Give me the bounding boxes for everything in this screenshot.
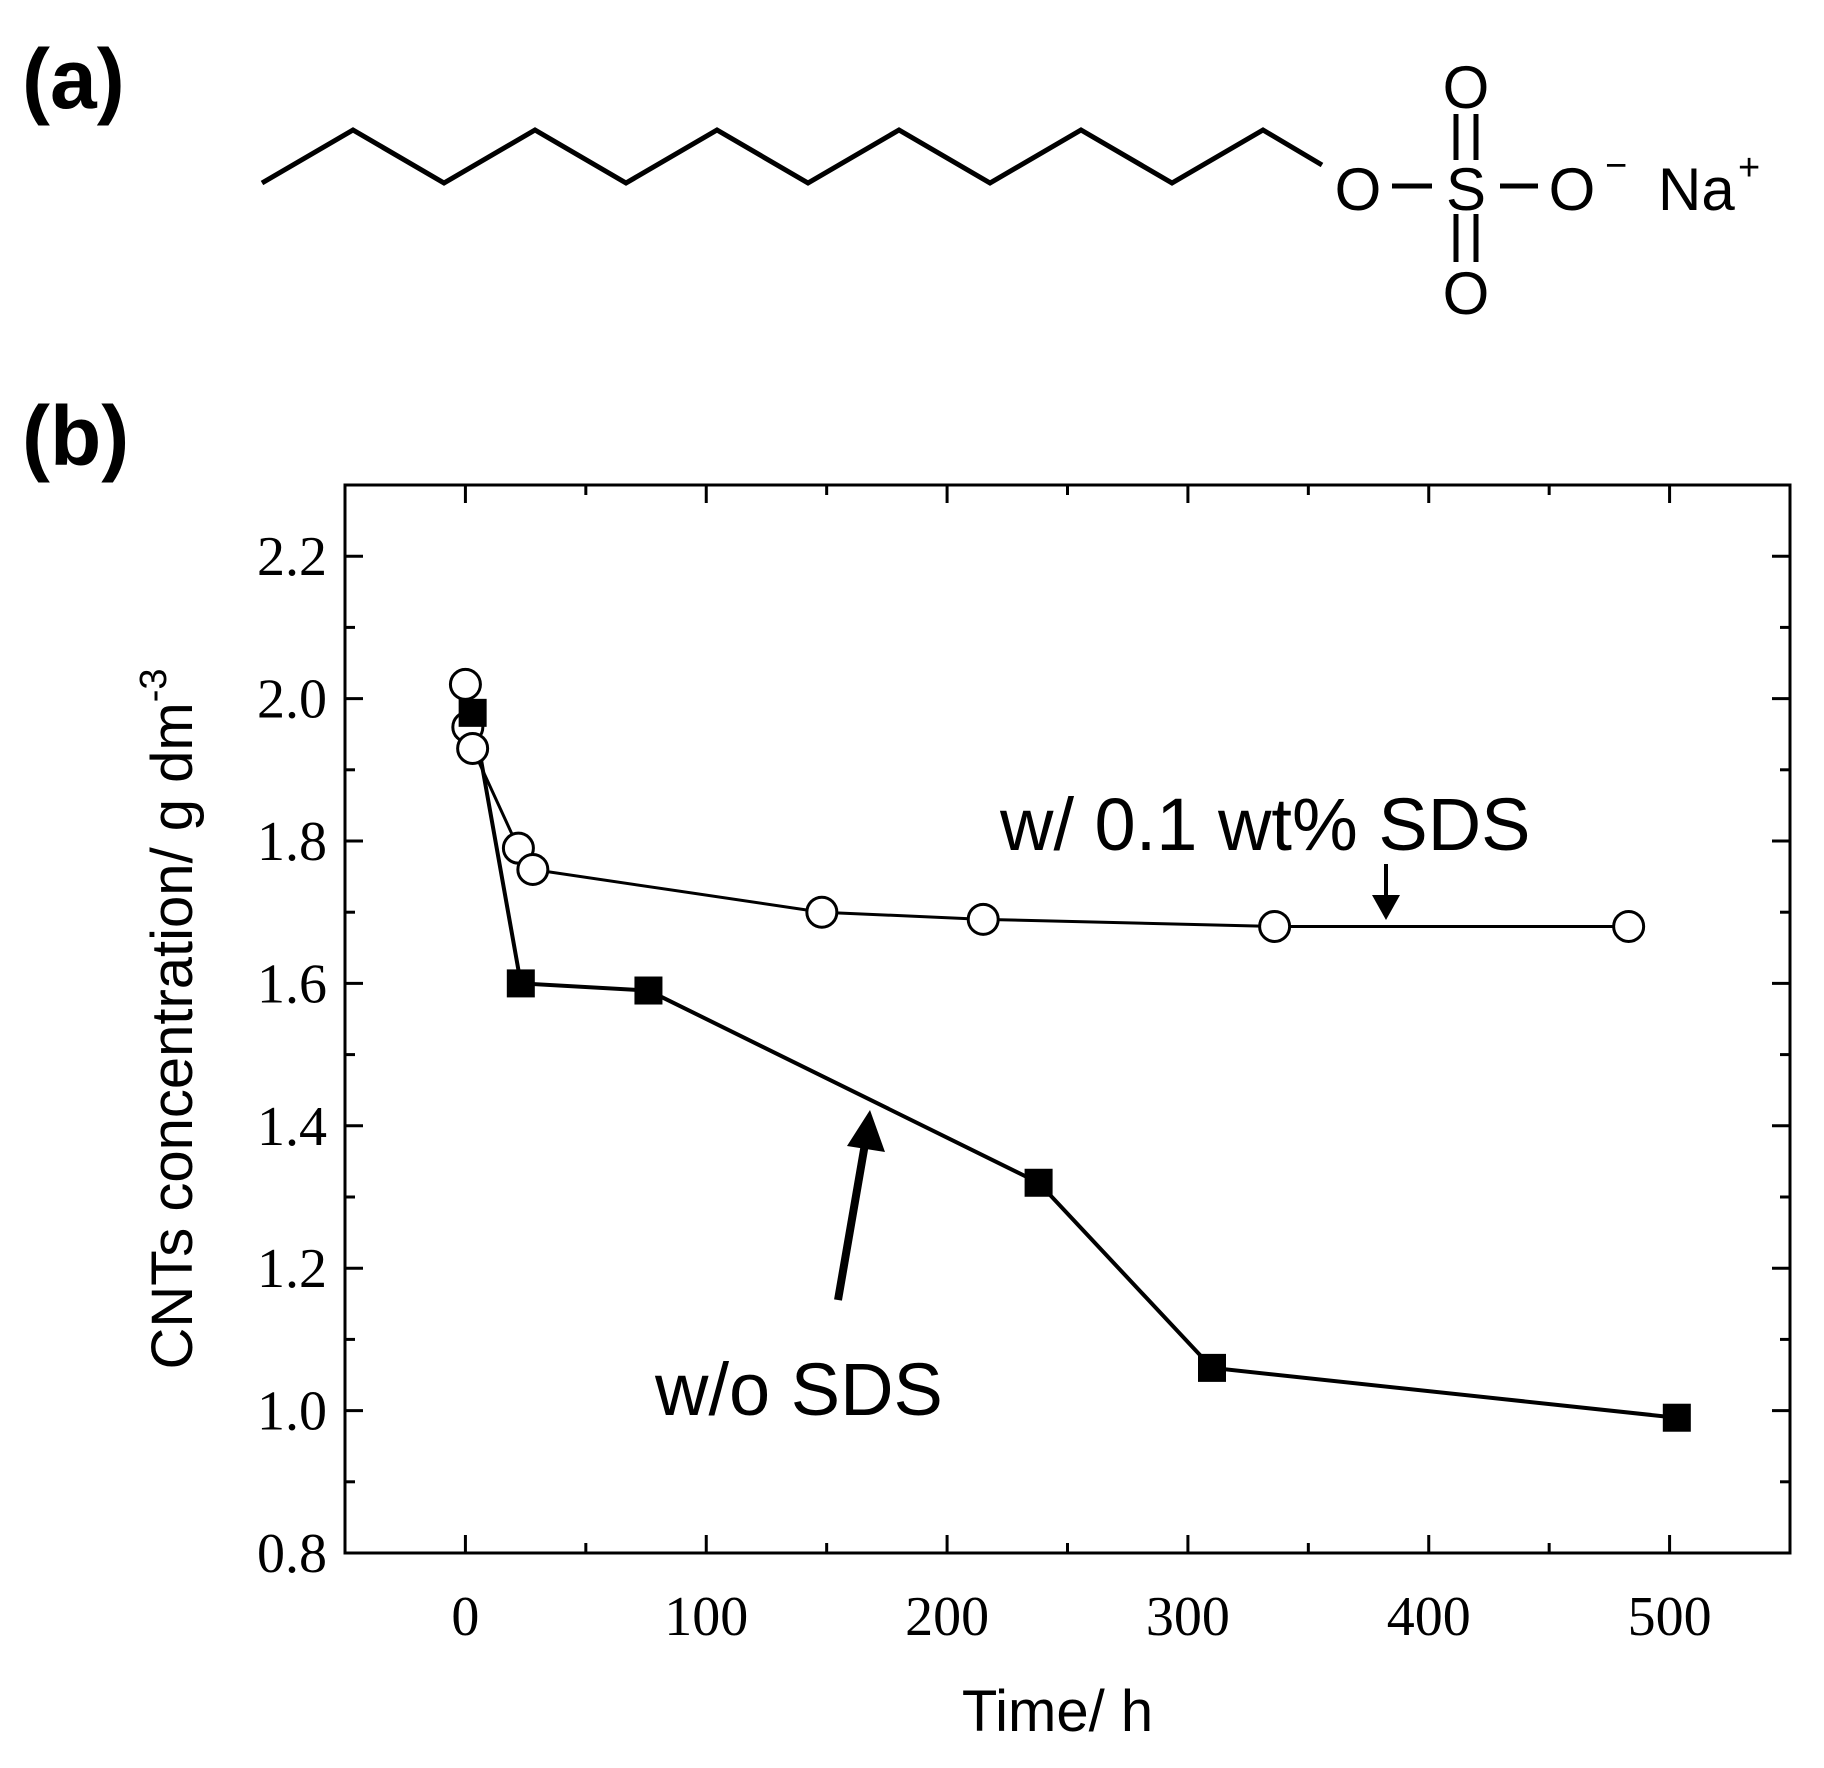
y-axis-title-superscript: -3 (133, 668, 175, 702)
y-axis-title-text: CNTs concentration/ g dm (140, 702, 205, 1369)
arrow-with-sds-head (1372, 895, 1400, 920)
x-tick-label: 0 (451, 1586, 479, 1648)
axis-ticks (345, 485, 1790, 1555)
annotation-without-sds: w/o SDS (654, 1348, 943, 1431)
atom-o-ester: O (1335, 156, 1382, 223)
data-point-circle (448, 667, 482, 701)
x-tick-label: 100 (664, 1586, 748, 1648)
annotation-with-sds: w/ 0.1 wt% SDS (999, 783, 1531, 866)
data-point-circle (1612, 909, 1646, 943)
data-point-square (1198, 1353, 1226, 1382)
data-point-square (634, 976, 663, 1005)
data-point-square (458, 698, 487, 727)
panel-a-label: (a) (22, 32, 125, 126)
atom-o-bottom: O (1443, 260, 1490, 327)
series-markers (448, 667, 1691, 1432)
y-tick-label: 1.2 (257, 1238, 327, 1300)
y-tick-label: 1.6 (257, 953, 327, 1015)
cation-charge: + (1738, 147, 1760, 189)
data-point-square (1024, 1168, 1053, 1197)
atom-o-top: O (1443, 54, 1490, 121)
atom-s: S (1446, 156, 1486, 223)
atom-o-anion: O (1549, 156, 1596, 223)
data-point-square (506, 969, 535, 998)
y-tick-label: 0.8 (257, 1523, 327, 1585)
data-point-circle (805, 895, 839, 929)
sds-molecule: O S O O O − Na + (260, 54, 1760, 327)
plot-frame (343, 483, 1792, 1555)
y-tick-label: 2.2 (257, 526, 327, 588)
annotations: w/ 0.1 wt% SDS w/o SDS (654, 783, 1531, 1431)
y-tick-label: 2.0 (257, 669, 327, 731)
arrow-without-sds-shaft (834, 1137, 870, 1301)
panel-b-label: (b) (22, 389, 129, 483)
y-tick-label: 1.8 (257, 811, 327, 873)
alkyl-chain (260, 127, 1324, 186)
x-tick-label: 400 (1387, 1586, 1471, 1648)
data-point-circle (966, 902, 1000, 936)
chart: 0 100 200 300 400 500 0.8 1.0 1.2 1.4 1.6 1.8 2.0 2.2… (133, 483, 1792, 1744)
data-point-circle (1258, 909, 1292, 943)
data-point-circle (456, 731, 490, 765)
arrow-without-sds-head (847, 1110, 885, 1152)
y-tick-label: 1.4 (257, 1096, 327, 1158)
x-tick-label: 300 (1146, 1586, 1230, 1648)
axis-tick-labels: 0 100 200 300 400 500 0.8 1.0 1.2 1.4 1.6 1.8 2.0 2.2 (257, 526, 1712, 1648)
anion-charge: − (1605, 145, 1627, 187)
x-tick-label: 500 (1628, 1586, 1712, 1648)
x-tick-label: 200 (905, 1586, 989, 1648)
y-axis-title: CNTs concentration/ g dm-3 (133, 668, 205, 1369)
data-point-circle (516, 852, 550, 886)
series-line-1 (470, 712, 1678, 1420)
y-tick-label: 1.0 (257, 1381, 327, 1443)
x-axis-title: Time/ h (962, 1679, 1153, 1744)
data-point-square (1662, 1403, 1691, 1432)
atom-na: Na (1658, 156, 1735, 223)
